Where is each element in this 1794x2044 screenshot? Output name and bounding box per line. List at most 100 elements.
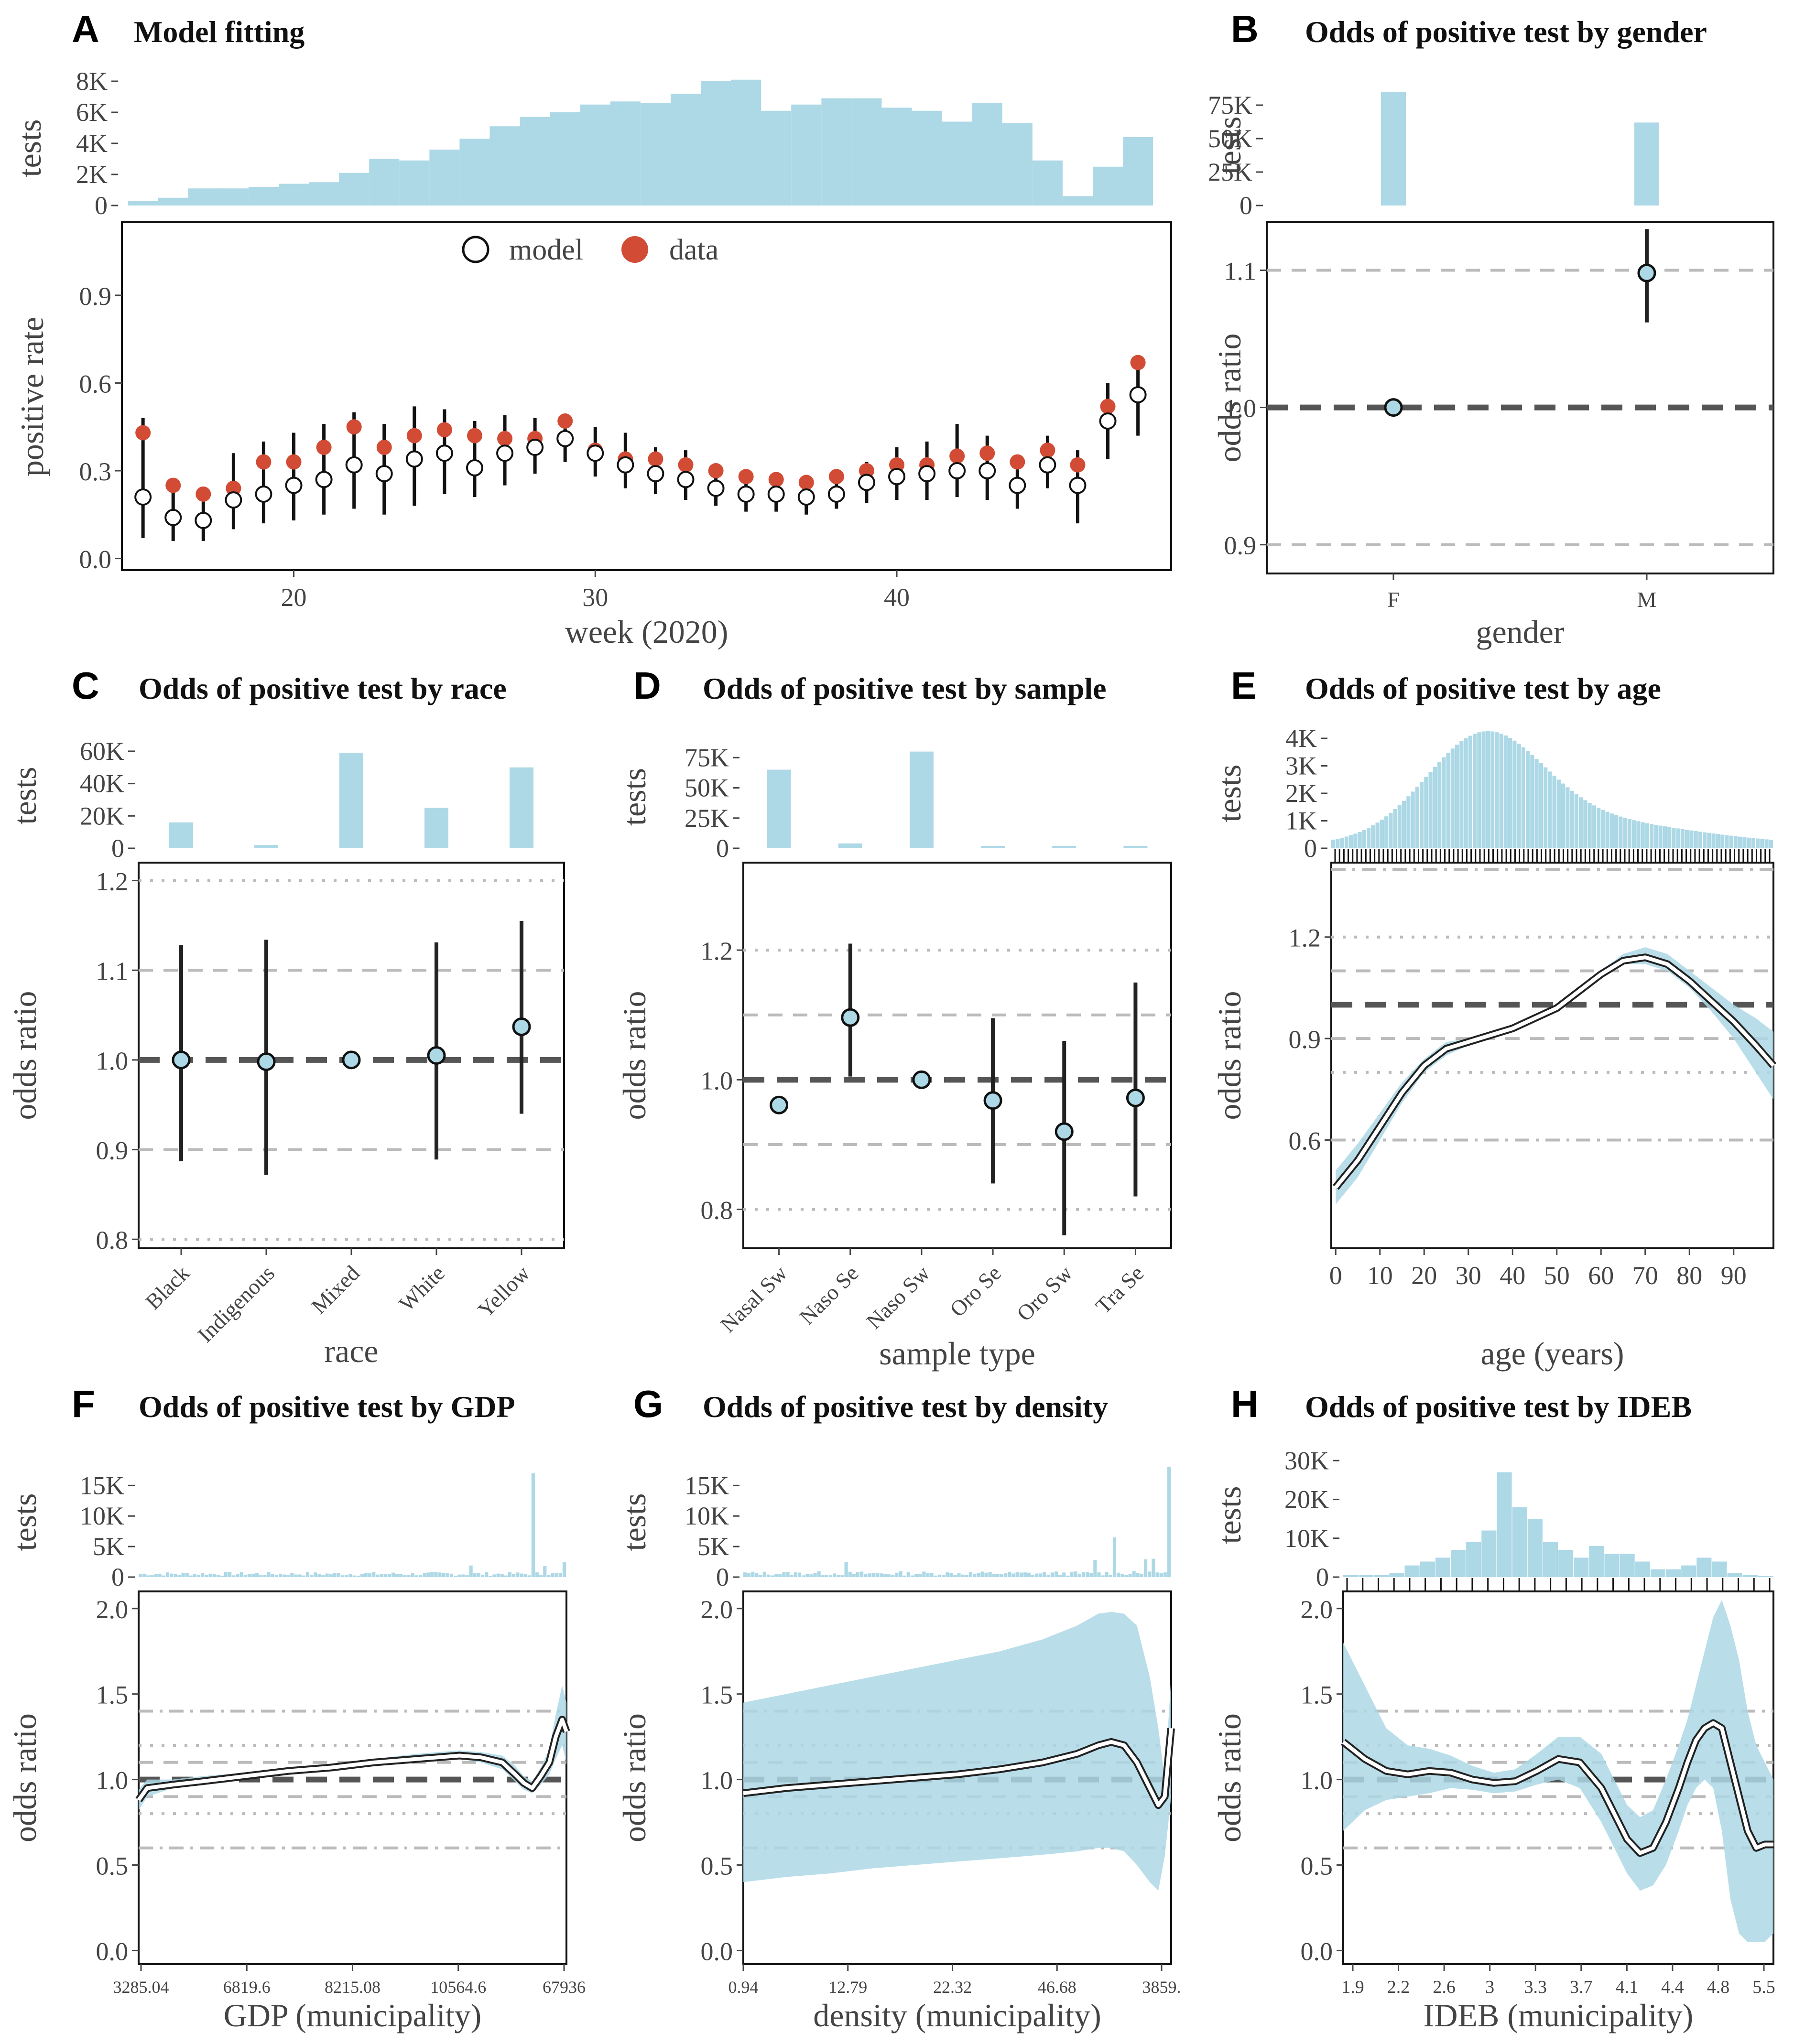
hist-bar <box>1062 1572 1066 1577</box>
hist-bar <box>376 1574 380 1577</box>
hist-bar <box>1527 1519 1543 1577</box>
hist-bar <box>1751 838 1755 848</box>
x-tick-label: 46.68 <box>1038 1978 1076 1997</box>
hist-bar <box>508 1572 512 1577</box>
data-point <box>256 454 272 470</box>
hist-bar <box>1446 753 1450 848</box>
x-tick-label: 2.6 <box>1433 1977 1456 1997</box>
hist-bar <box>934 1575 937 1577</box>
y-tick-label: 1.2 <box>701 937 733 965</box>
hist-bar <box>1437 762 1442 848</box>
or-point <box>983 1091 1002 1110</box>
x-tick-label: Naso Sw <box>861 1260 935 1333</box>
hist-bar <box>352 1575 356 1577</box>
hist-y-label: tests <box>7 1493 43 1551</box>
x-tick-label: 22.32 <box>933 1978 972 1997</box>
hist-bar <box>957 1573 961 1577</box>
hist-bar <box>341 1575 345 1577</box>
hist-bar <box>747 1573 751 1577</box>
x-axis-label: gender <box>1476 614 1564 650</box>
x-tick-label: 30 <box>582 583 608 612</box>
hist-bar <box>848 1571 852 1577</box>
x-tick-label: 30 <box>1456 1261 1481 1290</box>
model-point <box>1099 412 1117 430</box>
hist-y-label: tests <box>1211 117 1248 174</box>
hist-bar <box>205 1575 208 1577</box>
y-tick-label: 0.0 <box>96 1937 129 1966</box>
data-point <box>165 477 181 493</box>
hist-bar <box>158 197 188 205</box>
hist-tick-label: 4K <box>1285 724 1317 753</box>
hist-bar <box>1433 767 1437 848</box>
hist-bar <box>489 126 520 205</box>
hist-bar <box>922 1571 926 1577</box>
hist-bar <box>387 1574 391 1577</box>
y-axis-label: odds ratio <box>616 991 652 1120</box>
y-tick-label: 1.0 <box>701 1066 733 1095</box>
hist-bar <box>1074 1571 1077 1577</box>
x-tick-label: 12.79 <box>828 1978 867 1997</box>
hist-bar <box>972 103 1002 205</box>
y-tick-label: 0.6 <box>1289 1126 1321 1155</box>
x-tick-label: 4.4 <box>1661 1977 1684 1997</box>
hist-bar <box>454 1576 457 1577</box>
hist-bar <box>879 1573 883 1577</box>
hist-bar <box>314 1572 317 1577</box>
y-axis-label: odds ratio <box>616 1713 652 1842</box>
x-tick-label: 70 <box>1632 1261 1658 1290</box>
y-axis-label: positive rate <box>14 317 50 476</box>
panel-label: A <box>72 8 99 50</box>
data-point <box>859 463 874 478</box>
model-point <box>858 474 875 491</box>
x-axis-label: race <box>324 1333 378 1369</box>
hist-bar <box>1050 1572 1054 1577</box>
hist-bar <box>558 1573 562 1577</box>
hist-bar <box>912 110 942 205</box>
hist-bar <box>228 1572 232 1577</box>
hist-bar <box>1358 832 1362 848</box>
hist-bar <box>399 160 430 205</box>
model-point <box>888 468 906 486</box>
hist-bar <box>201 1573 205 1577</box>
hist-bar <box>837 1575 840 1577</box>
hist-bar <box>1093 1560 1097 1577</box>
hist-bar <box>825 1575 828 1577</box>
model-point <box>677 471 695 488</box>
hist-bar <box>977 1573 980 1577</box>
hist-bar <box>177 1575 181 1577</box>
hist-bar <box>670 94 701 205</box>
model-point <box>587 444 604 462</box>
data-point <box>376 440 392 455</box>
y-tick-label: 0.9 <box>1289 1025 1321 1054</box>
hist-bar <box>369 159 400 205</box>
hist-bar <box>1698 832 1702 848</box>
data-point <box>467 428 482 443</box>
y-tick-label: 2.0 <box>96 1595 129 1624</box>
hist-tick-label: 50K <box>685 774 729 802</box>
panel-label: G <box>633 1383 663 1425</box>
hist-tick-label: 0 <box>716 834 729 863</box>
hist-bar <box>1152 1558 1155 1577</box>
legend-data-label: data <box>669 234 718 266</box>
hist-bar <box>290 1573 294 1577</box>
hist-bar <box>1112 1537 1117 1577</box>
hist-bar <box>770 1575 774 1577</box>
data-point <box>1100 399 1116 414</box>
x-tick-label: Oro Sw <box>1012 1260 1077 1326</box>
hist-bar <box>411 1573 414 1577</box>
hist-bar <box>1574 794 1578 848</box>
panel-label: F <box>72 1383 95 1425</box>
ci-band <box>1336 947 1773 1204</box>
legend-model-label: model <box>509 234 583 266</box>
hist-bar <box>1641 822 1645 848</box>
hist-bar <box>158 1574 162 1577</box>
x-axis-label: age (years) <box>1480 1335 1624 1372</box>
hist-tick-label: 3K <box>1285 752 1317 780</box>
y-tick-label: 1.1 <box>1224 257 1257 285</box>
hist-bar <box>1566 787 1570 848</box>
hist-tick-label: 10K <box>1284 1524 1329 1553</box>
hist-bar <box>1101 1575 1105 1577</box>
hist-bar <box>1081 1572 1085 1577</box>
hist-bar <box>851 98 882 205</box>
x-tick-label: Mixed <box>306 1261 364 1319</box>
